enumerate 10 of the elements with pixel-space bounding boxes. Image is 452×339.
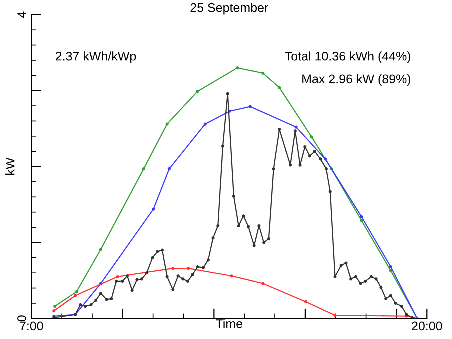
y-axis-title: kW	[6, 158, 15, 175]
y-tick-label: 0	[18, 316, 26, 322]
annotation: Max 2.96 kW (89%)	[302, 74, 411, 86]
annotation: Total 10.36 kWh (44%)	[285, 52, 411, 64]
chart-title: 25 September	[190, 3, 268, 15]
y-tick-label: 4	[18, 12, 26, 18]
x-tick-label: 20:00	[412, 322, 442, 331]
x-axis-title: Time	[216, 319, 242, 328]
annotation: 2.37 kWh/kWp	[56, 52, 136, 64]
x-tick-label: 7:00	[20, 322, 44, 331]
